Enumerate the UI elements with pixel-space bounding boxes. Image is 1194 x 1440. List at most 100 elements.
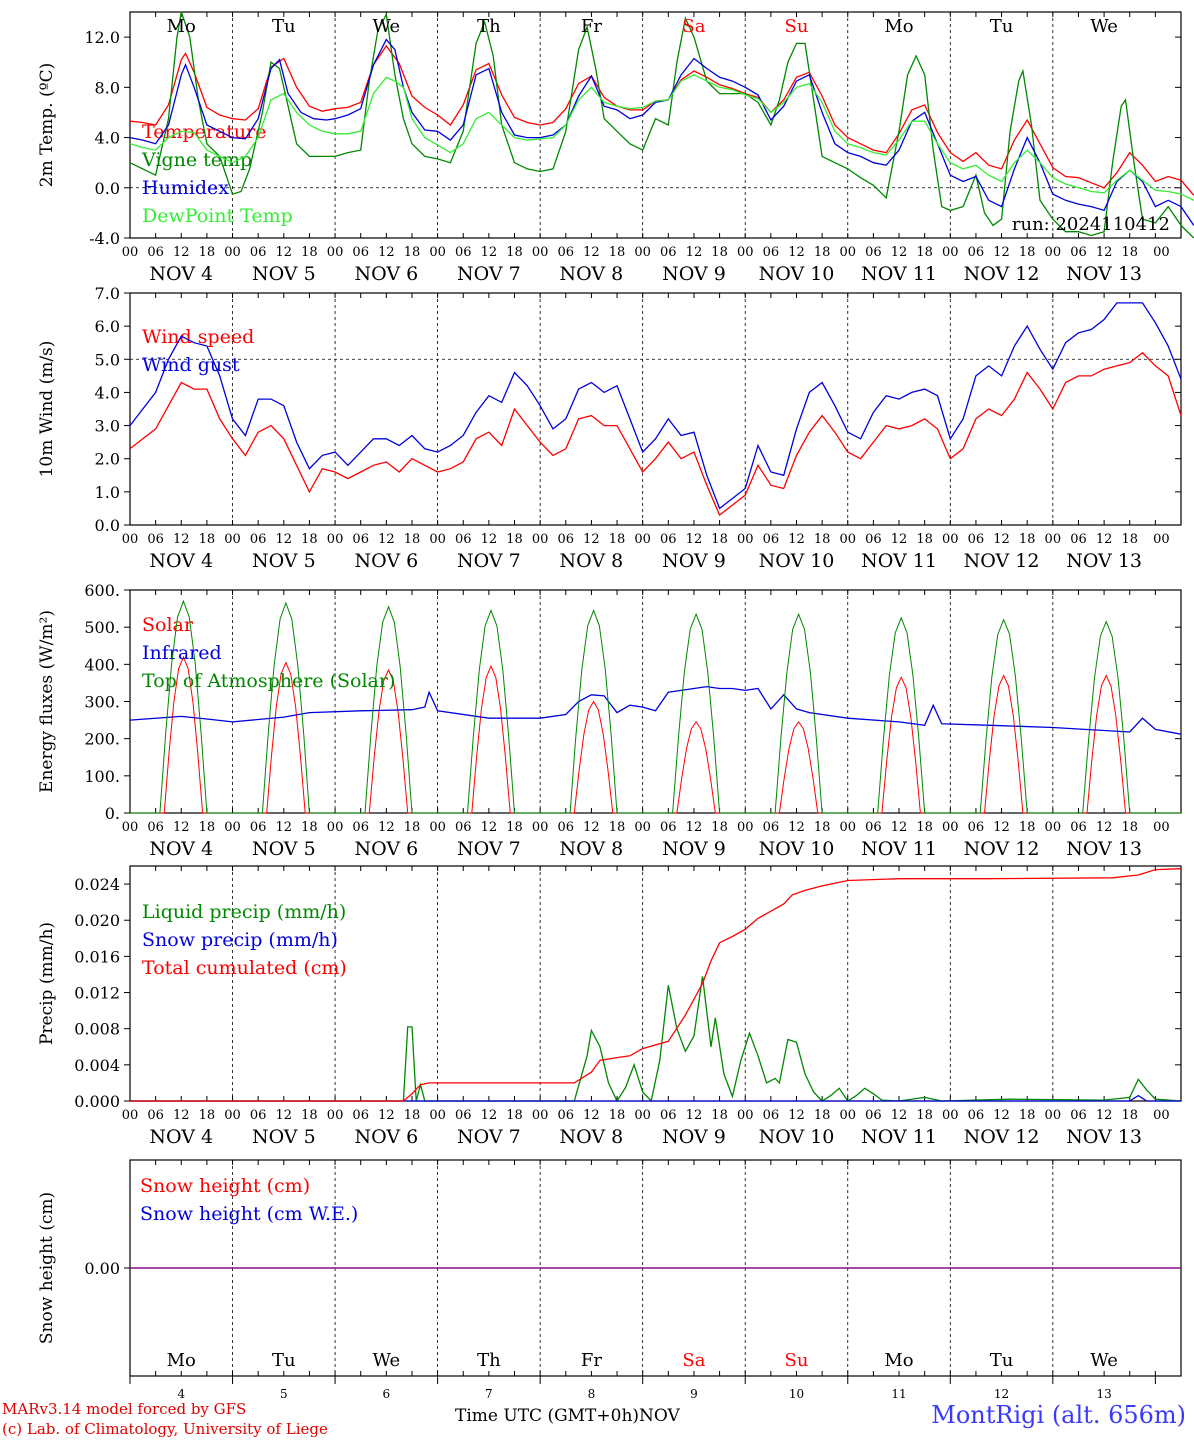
legend-entry: Solar [142,614,194,636]
hour-tick-label: 06 [865,245,882,260]
day-number-label: 12 [994,1387,1009,1401]
y-tick-label: 200. [84,730,120,749]
date-label: NOV 9 [662,838,726,860]
hour-tick-label: 12 [788,820,805,835]
hour-tick-label: 06 [250,532,267,547]
day-name-label: Mo [167,1350,196,1371]
hour-tick-label: 06 [455,820,472,835]
hour-tick-label: 18 [1019,820,1036,835]
hour-tick-label: 00 [1045,245,1062,260]
y-tick-label: 0.008 [74,1020,120,1039]
y-tick-label: 0.0 [95,516,120,535]
date-label: NOV 11 [861,263,937,285]
hour-tick-label: 18 [506,245,523,260]
hour-tick-label: 00 [942,1108,959,1123]
time-axis-title: Time UTC (GMT+0h) [455,1406,640,1426]
hour-tick-label: 18 [1019,245,1036,260]
hour-tick-label: 00 [224,820,241,835]
hour-tick-label: 06 [558,245,575,260]
hour-tick-label: 06 [660,532,677,547]
hour-tick-label: 12 [583,820,600,835]
hour-tick-label: 18 [506,532,523,547]
hour-tick-label: 18 [916,1108,933,1123]
hour-tick-label: 12 [891,1108,908,1123]
hour-tick-label: 00 [532,820,549,835]
date-label: NOV 13 [1066,550,1142,572]
series-line-total-cumulated-cm- [130,868,1182,1102]
legend-entry: Humidex [142,177,229,199]
hour-tick-label: 00 [1153,532,1170,547]
date-label: NOV 11 [861,1126,937,1148]
hour-tick-label: 18 [916,245,933,260]
panel-4: 0.000 0.004 0.008 0.012 0.016 0.020 0.024 Preci… [37,865,1182,1148]
date-label: NOV 5 [252,838,316,860]
hour-tick-label: 00 [429,1108,446,1123]
hour-tick-label: 06 [1070,532,1087,547]
hour-tick-label: 06 [147,532,164,547]
hour-tick-label: 18 [1121,820,1138,835]
date-label: NOV 5 [252,550,316,572]
day-number-label: 13 [1096,1387,1111,1401]
hour-tick-label: 18 [711,532,728,547]
month-label: NOV [639,1406,680,1426]
series-line-top-of-atmosphere-solar- [130,599,1181,814]
hour-tick-label: 12 [173,245,190,260]
day-name-label: Mo [167,16,196,37]
y-tick-label: 300. [84,693,120,712]
legend-entry: Wind speed [142,326,254,348]
day-number-label: 8 [588,1387,596,1401]
hour-tick-label: 12 [276,820,293,835]
date-label: NOV 11 [861,550,937,572]
date-label: NOV 7 [457,838,521,860]
hour-tick-label: 12 [481,245,498,260]
day-name-label: We [1090,1350,1118,1371]
hour-tick-label: 12 [378,1108,395,1123]
day-name-label: Tu [272,16,296,37]
hour-tick-label: 06 [968,245,985,260]
lab-credit: (c) Lab. of Climatology, University of L… [2,1420,328,1438]
hour-tick-label: 06 [558,1108,575,1123]
hour-tick-label: 18 [814,532,831,547]
hour-tick-label: 18 [301,820,318,835]
hour-tick-label: 12 [993,1108,1010,1123]
hour-tick-label: 00 [737,245,754,260]
hour-tick-label: 00 [122,820,139,835]
date-label: NOV 10 [759,1126,835,1148]
legend-entry: Liquid precip (mm/h) [142,901,346,923]
date-label: NOV 4 [149,263,213,285]
hour-tick-label: 18 [814,1108,831,1123]
hour-tick-label: 00 [429,532,446,547]
date-label: NOV 12 [964,838,1040,860]
hour-tick-label: 12 [686,245,703,260]
hour-tick-label: 00 [942,245,959,260]
hour-tick-label: 12 [173,1108,190,1123]
date-label: NOV 6 [354,263,418,285]
hour-tick-label: 18 [711,245,728,260]
date-label: NOV 7 [457,1126,521,1148]
date-label: NOV 8 [560,838,624,860]
date-label: NOV 13 [1066,838,1142,860]
hour-tick-label: 00 [737,820,754,835]
hour-tick-label: 18 [609,532,626,547]
y-tick-label: 600. [84,581,120,600]
hour-tick-label: 00 [532,1108,549,1123]
series-line-wind-speed [129,351,1182,517]
plot-frame [129,589,1182,814]
day-number-label: 9 [690,1387,698,1401]
y-tick-label: 0.016 [74,947,120,966]
hour-tick-label: 06 [763,820,780,835]
y-tick-label: 0.000 [74,1092,120,1111]
date-label: NOV 6 [354,550,418,572]
day-number-label: 4 [177,1387,185,1401]
hour-tick-label: 18 [199,532,216,547]
hour-tick-label: 18 [609,245,626,260]
hour-tick-label: 06 [455,532,472,547]
hour-tick-label: 18 [301,532,318,547]
hour-tick-label: 18 [404,245,421,260]
y-tick-label: 5.0 [95,350,120,369]
hour-tick-label: 12 [891,820,908,835]
hour-tick-label: 12 [788,245,805,260]
series-line-snow-precip-mm-h- [130,1094,1181,1102]
day-number-label: 5 [280,1387,288,1401]
y-tick-label: 0.024 [74,875,120,894]
